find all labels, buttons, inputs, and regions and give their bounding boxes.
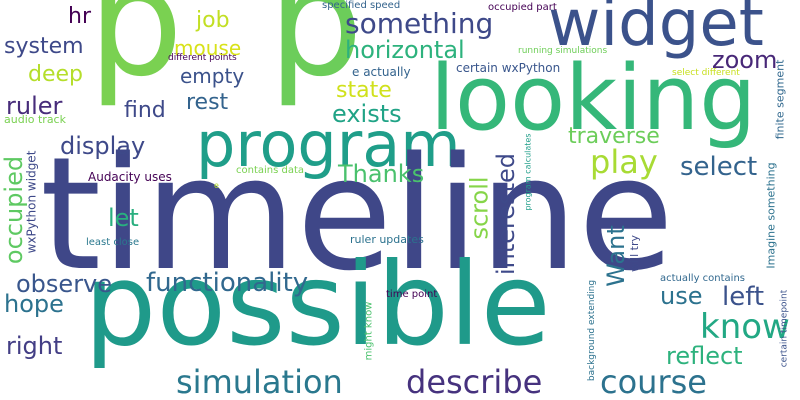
word-traverse: traverse	[568, 124, 660, 149]
word-empty: empty	[180, 64, 245, 88]
word-looking: looking	[430, 46, 757, 151]
word-ruler: ruler	[6, 92, 63, 120]
word-program-calculates: program calculates	[523, 133, 533, 211]
word-program: program	[196, 108, 461, 181]
word-left: left	[722, 282, 765, 312]
word-know: know	[700, 307, 790, 347]
word-p: p	[88, 0, 184, 110]
word-exists: exists	[332, 100, 402, 128]
word-select: select	[680, 152, 758, 182]
word-job: job	[196, 8, 230, 33]
word-thanks: Thanks	[338, 160, 425, 188]
word-different-points: different points	[168, 53, 237, 63]
word-audacity-uses: Audacity uses	[88, 170, 172, 184]
word-system: system	[4, 34, 84, 59]
word-simulation: simulation	[176, 363, 343, 400]
word-occupied: occupied	[0, 155, 29, 265]
word-something: something	[345, 7, 494, 40]
word-mouse: mouse	[174, 36, 242, 60]
word-zoom: zoom	[712, 46, 778, 74]
word-functionality: functionality	[146, 268, 309, 298]
word-widget: widget	[548, 0, 764, 61]
word-horizontal: horizontal	[345, 36, 465, 64]
word-find: find	[124, 98, 166, 123]
word-hr: hr	[68, 4, 91, 29]
word-least-close: least close	[86, 237, 140, 248]
word-display: display	[60, 132, 146, 160]
word-finite-segment: finite segment	[773, 59, 787, 140]
word-use: use	[660, 282, 703, 310]
word-actually-contains: actually contains	[660, 273, 745, 284]
word-right: right	[6, 332, 63, 360]
word-ruler-updates: ruler updates	[350, 233, 424, 246]
word-possible: possible	[84, 238, 551, 371]
word-course: course	[600, 363, 707, 400]
word-scroll: scroll	[465, 176, 494, 240]
word-let: let	[108, 204, 139, 232]
word-want: Want	[601, 225, 630, 287]
word-might-know: might know	[363, 301, 375, 361]
word-p: p	[268, 0, 364, 110]
word-hope: hope	[4, 290, 64, 318]
word-e-actually: e actually	[352, 65, 411, 79]
word-describe: describe	[406, 363, 543, 400]
word-e: e	[214, 181, 219, 190]
word-select-different: select different	[672, 68, 740, 78]
word-play: play	[590, 143, 658, 181]
word-reflect: reflect	[666, 342, 743, 370]
word-timeline: timeline	[40, 123, 674, 305]
word-time-point: time point	[386, 289, 438, 300]
word-occupied-part: occupied part	[488, 2, 557, 13]
word-deep: deep	[28, 62, 83, 87]
word-running-simulations: running simulations	[518, 46, 608, 56]
word-imagine-something: Imagine something	[764, 162, 778, 269]
word-certain-wxpython: certain wxPython	[456, 61, 561, 75]
word-contains-data: contains data	[236, 165, 305, 176]
word-rest: rest	[186, 90, 229, 115]
word-state: state	[336, 78, 392, 103]
word-interested: interested	[492, 152, 521, 276]
word-observe: observe	[16, 270, 113, 298]
word-certain-timepoint: certain timepoint	[779, 289, 790, 368]
word-will-try: will try	[628, 234, 642, 273]
word-wxpython-widget: wxPython widget	[24, 150, 39, 254]
word-specified-speed: specified speed	[322, 0, 401, 11]
word-audio-track: audio track	[4, 113, 66, 126]
word-background-extending: background extending	[587, 279, 598, 382]
